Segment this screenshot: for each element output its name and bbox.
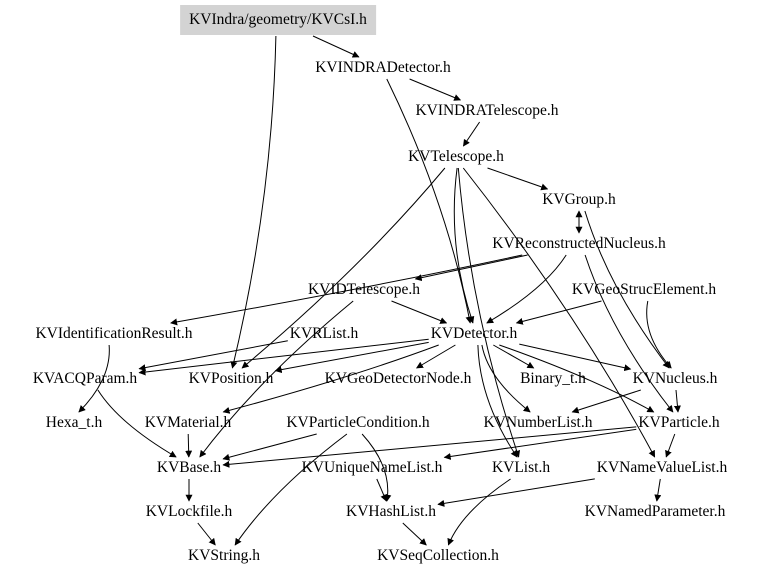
node-kvidentificationresult[interactable]: KVIdentificationResult.h [35, 325, 193, 342]
node-kvhashlist[interactable]: KVHashList.h [346, 503, 436, 520]
node-kvparticlecondition[interactable]: KVParticleCondition.h [286, 414, 430, 431]
node-kvidtelescope[interactable]: KVIDTelescope.h [307, 281, 421, 298]
edge-acqParam-to-base [97, 389, 177, 458]
edge-nucleus-to-numberList [571, 389, 641, 414]
edge-hashList-to-seqCollection [402, 522, 427, 546]
edge-root-to-indraDetector [312, 35, 360, 58]
edge-particle-to-base [222, 426, 637, 468]
edge-idTelescope-to-detector [391, 300, 448, 324]
edge-telescope-to-position [241, 167, 446, 369]
edge-telescope-to-detector [453, 167, 475, 324]
node-kvseqcollection[interactable]: KVSeqCollection.h [377, 547, 499, 564]
node-kvacqparam[interactable]: KVACQParam.h [32, 370, 138, 387]
edge-identResult-to-hexa [78, 344, 110, 413]
node-kvnamevaluelist[interactable]: KVNameValueList.h [596, 459, 728, 476]
node-kvreconstructednucleus[interactable]: KVReconstructedNucleus.h [492, 235, 666, 252]
edge-telescope-to-group [487, 167, 549, 191]
edge-detector-to-geoDetNode [415, 344, 456, 369]
edge-partCond-to-hashList [361, 433, 392, 502]
edge-recNucleus-to-detector [486, 254, 567, 324]
node-kvcsi-root[interactable]: KVIndra/geometry/KVCsI.h [180, 5, 376, 35]
node-kvnucleus[interactable]: KVNucleus.h [632, 370, 718, 387]
node-kvuniquenamelist[interactable]: KVUniqueNameList.h [301, 459, 443, 476]
edge-indraTelescope-to-telescope [462, 121, 481, 147]
edge-list-to-seqCollection [447, 478, 511, 546]
edge-telescope-to-nameValueList [462, 167, 656, 458]
node-kvgeodetectornode[interactable]: KVGeoDetectorNode.h [324, 370, 472, 387]
edge-detector-to-particle [499, 344, 655, 413]
edge-particle-to-nameValueList [665, 433, 676, 458]
node-kvmaterial[interactable]: KVMaterial.h [144, 414, 232, 431]
edge-telescope-to-list [457, 167, 521, 458]
node-hexa-t[interactable]: Hexa_t.h [45, 414, 103, 431]
edge-detector-to-binary [493, 344, 535, 369]
node-kvstring[interactable]: KVString.h [188, 547, 260, 564]
edge-material-to-base [185, 433, 193, 458]
node-kvnamedparameter[interactable]: KVNamedParameter.h [584, 503, 726, 520]
edge-recNucleus-to-identResult [170, 254, 523, 326]
node-kvtelescope[interactable]: KVTelescope.h [408, 148, 504, 165]
node-kvlockfile[interactable]: KVLockfile.h [145, 503, 233, 520]
node-kvbase[interactable]: KVBase.h [156, 459, 222, 476]
node-binary-t[interactable]: Binary_t.h [520, 370, 586, 387]
edge-recNucleus-to-particle [584, 254, 674, 413]
edge-root-to-position [230, 35, 277, 369]
node-kvnumberlist[interactable]: KVNumberList.h [483, 414, 593, 431]
node-kvdetector[interactable]: KVDetector.h [430, 325, 518, 342]
edge-recNucleus-to-idTelescope [414, 254, 528, 282]
edge-nameValueList-to-hashList [437, 478, 595, 507]
edge-detector-to-list [477, 344, 518, 458]
edge-detector-to-material [222, 344, 439, 414]
node-kvrlist[interactable]: KVRList.h [289, 325, 359, 342]
edge-partCond-to-base [222, 433, 317, 461]
edge-partCond-to-string [234, 433, 348, 546]
edge-group-to-nucleus [584, 210, 670, 369]
edge-particle-to-uniqueNameList [443, 428, 637, 460]
node-kvlist[interactable]: KVList.h [491, 459, 551, 476]
node-kvindratelescope[interactable]: KVINDRATelescope.h [415, 102, 559, 119]
node-kvposition[interactable]: KVPosition.h [188, 370, 274, 387]
edge-nameValueList-to-namedParam [654, 478, 662, 502]
edge-geoStruc-to-nucleus [646, 300, 672, 369]
edge-detector-to-numberList [481, 344, 531, 413]
edge-detector-to-acqParam [138, 338, 429, 376]
edge-indraDetector-to-indraTelescope [409, 78, 462, 101]
node-kvparticle[interactable]: KVParticle.h [638, 414, 720, 431]
edge-nucleus-to-particle [673, 389, 681, 413]
node-kvgroup[interactable]: KVGroup.h [542, 191, 616, 208]
edge-lockfile-to-string [197, 522, 216, 546]
edge-uniqueNameList-to-hashList [376, 478, 387, 502]
edge-idTelescope-to-base [199, 300, 354, 458]
edge-detector-to-nucleus [519, 343, 632, 372]
edge-rList-to-acqParam [138, 340, 288, 372]
edge-detector-to-position [274, 341, 429, 374]
node-kvgeostrucelement[interactable]: KVGeoStrucElement.h [571, 281, 717, 298]
node-kvindradetector[interactable]: KVINDRADetector.h [315, 59, 451, 76]
edge-geoStruc-to-detector [515, 300, 602, 325]
